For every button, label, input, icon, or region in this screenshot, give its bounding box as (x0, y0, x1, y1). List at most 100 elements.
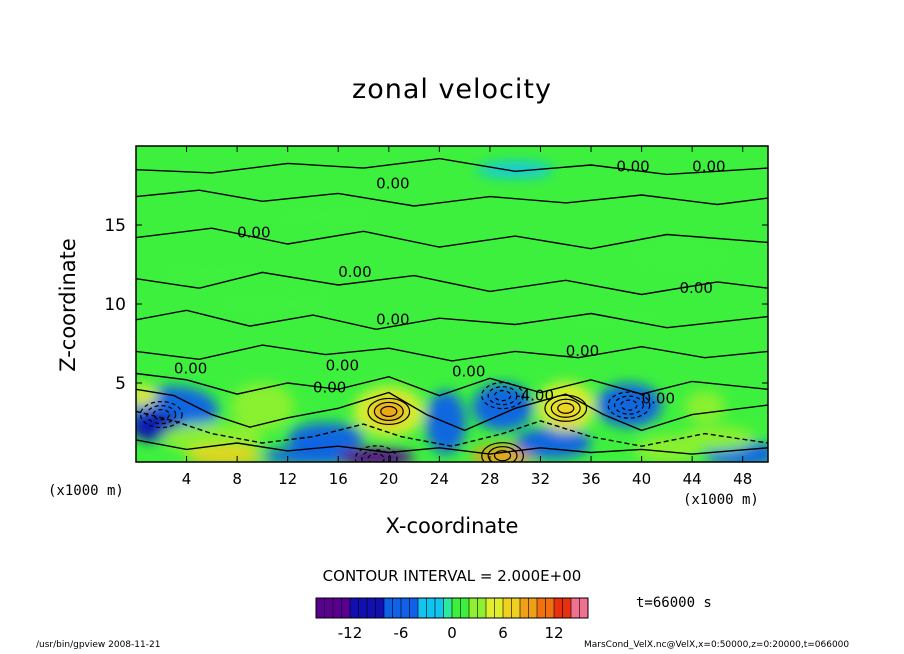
x-tick-label: 12 (278, 470, 297, 488)
closed-contour (607, 391, 651, 419)
field-anomaly (371, 398, 407, 425)
contour-line (136, 227, 768, 250)
closed-contour (557, 402, 575, 414)
closed-contour (544, 394, 588, 422)
closed-contour (493, 450, 512, 462)
colorbar-segment (367, 598, 376, 618)
contour-lines (136, 157, 768, 462)
y-axis-label: Z-coordinate (56, 238, 80, 372)
colorbar-segment (418, 598, 427, 618)
contour-label: 0.00 (376, 175, 409, 193)
x-tick-label: 4 (182, 470, 192, 488)
colorbar-tick-label: -12 (338, 624, 363, 642)
colorbar-segment (511, 598, 521, 618)
x-tick-label: 24 (430, 470, 449, 488)
contour-label: 0.00 (326, 356, 359, 374)
field-anomaly (628, 243, 731, 270)
x-tick-label: 20 (379, 470, 398, 488)
field-anomaly (161, 262, 263, 282)
colorbar-segment (401, 598, 410, 618)
contour-line (136, 309, 768, 331)
field-anomaly (161, 422, 263, 455)
x-unit-label-right: (x1000 m) (683, 492, 759, 508)
colorbar-segment (554, 598, 563, 618)
closed-contour (493, 390, 512, 402)
colorbar-tick-label: -6 (394, 624, 409, 642)
colorbar-segment (469, 598, 478, 618)
closed-contour (380, 405, 398, 418)
contour-line (136, 189, 768, 207)
contour-label: 0.00 (680, 279, 713, 297)
contour-line (136, 372, 768, 397)
colorbar-segment (435, 598, 444, 618)
contour-label: 0.00 (566, 342, 599, 360)
field-anomaly (550, 398, 581, 425)
contour-label: 0.00 (237, 224, 270, 242)
closed-contour (613, 395, 644, 415)
colorbar-segment (571, 598, 580, 618)
y-axis-ticks: 5 10 15 (104, 216, 768, 394)
contour-line (136, 388, 768, 432)
colorbar-segment (460, 598, 470, 618)
closed-contour (139, 401, 183, 429)
contour-interval-label: CONTOUR INTERVAL = 2.000E+00 (322, 567, 582, 585)
field-anomaly (136, 384, 158, 407)
colorbar-segment (316, 598, 325, 618)
x-tick-label: 16 (329, 470, 348, 488)
field-anomaly (679, 425, 756, 451)
x-tick-label: 40 (632, 470, 651, 488)
contour-label: 0.00 (313, 378, 346, 396)
colorbar-segment (426, 598, 436, 618)
y-tick-label: 15 (104, 216, 126, 236)
colorbar-segment (486, 598, 495, 618)
field-anomaly (275, 209, 377, 226)
closed-contour (487, 446, 518, 462)
colorbar-segment (375, 598, 385, 618)
colorbar-segment (579, 598, 589, 618)
colorbar-segment (333, 598, 342, 618)
colorbar-frame (315, 597, 589, 619)
colorbar-segment (562, 598, 572, 618)
contour-label: 0.00 (376, 311, 409, 329)
field-anomaly (596, 383, 662, 428)
closed-contour (146, 405, 177, 425)
x-axis-ticks: 4 8 12 16 20 24 28 32 36 40 44 48 (182, 146, 752, 488)
closed-contour (367, 453, 385, 462)
colorbar-segment (537, 598, 546, 618)
closed-contour (620, 399, 638, 411)
contour-label: 0.00 (452, 363, 485, 381)
footer-data-source: MarsCond_VelX.nc@VelX,x=0:50000,z=0:2000… (584, 640, 850, 650)
field-anomaly (515, 427, 592, 459)
colorbar-segment (520, 598, 529, 618)
colorbar-segment (443, 598, 453, 618)
contour-line (136, 410, 768, 447)
colorbar-segment (350, 598, 359, 618)
colorbar-tick-label: 6 (498, 624, 508, 642)
footer-program-date: /usr/bin/gpview 2008-11-21 (36, 640, 161, 650)
contour-label: -4.00 (515, 386, 554, 404)
closed-contour (367, 397, 411, 426)
colorbar-segment (358, 598, 368, 618)
x-tick-label: 36 (581, 470, 600, 488)
colorbar-segment (341, 598, 351, 618)
y-tick-label: 10 (104, 295, 126, 315)
closed-contour (152, 409, 170, 421)
x-tick-label: 44 (683, 470, 702, 488)
contour-line (136, 271, 768, 296)
colorbar-segment (477, 598, 487, 618)
colorbar-segment (494, 598, 504, 618)
x-unit-label-left: (x1000 m) (48, 483, 124, 499)
contour-label: 0.00 (642, 390, 675, 408)
closed-contour (373, 401, 404, 422)
closed-contour (487, 386, 518, 406)
contour-label: 0.00 (692, 157, 725, 175)
contour-line (136, 439, 768, 455)
closed-contour (481, 382, 524, 410)
x-tick-label: 32 (531, 470, 550, 488)
colorbar-segment (384, 598, 393, 618)
contour-labels: 0.00 0.00 0.00 0.00 0.00 0.00 0.00 0.00 0.00 0.00… (174, 157, 726, 407)
contour-line (136, 344, 768, 362)
field-anomaly (230, 383, 294, 431)
colorbar: -12 -6 0 6 12 (315, 597, 589, 642)
